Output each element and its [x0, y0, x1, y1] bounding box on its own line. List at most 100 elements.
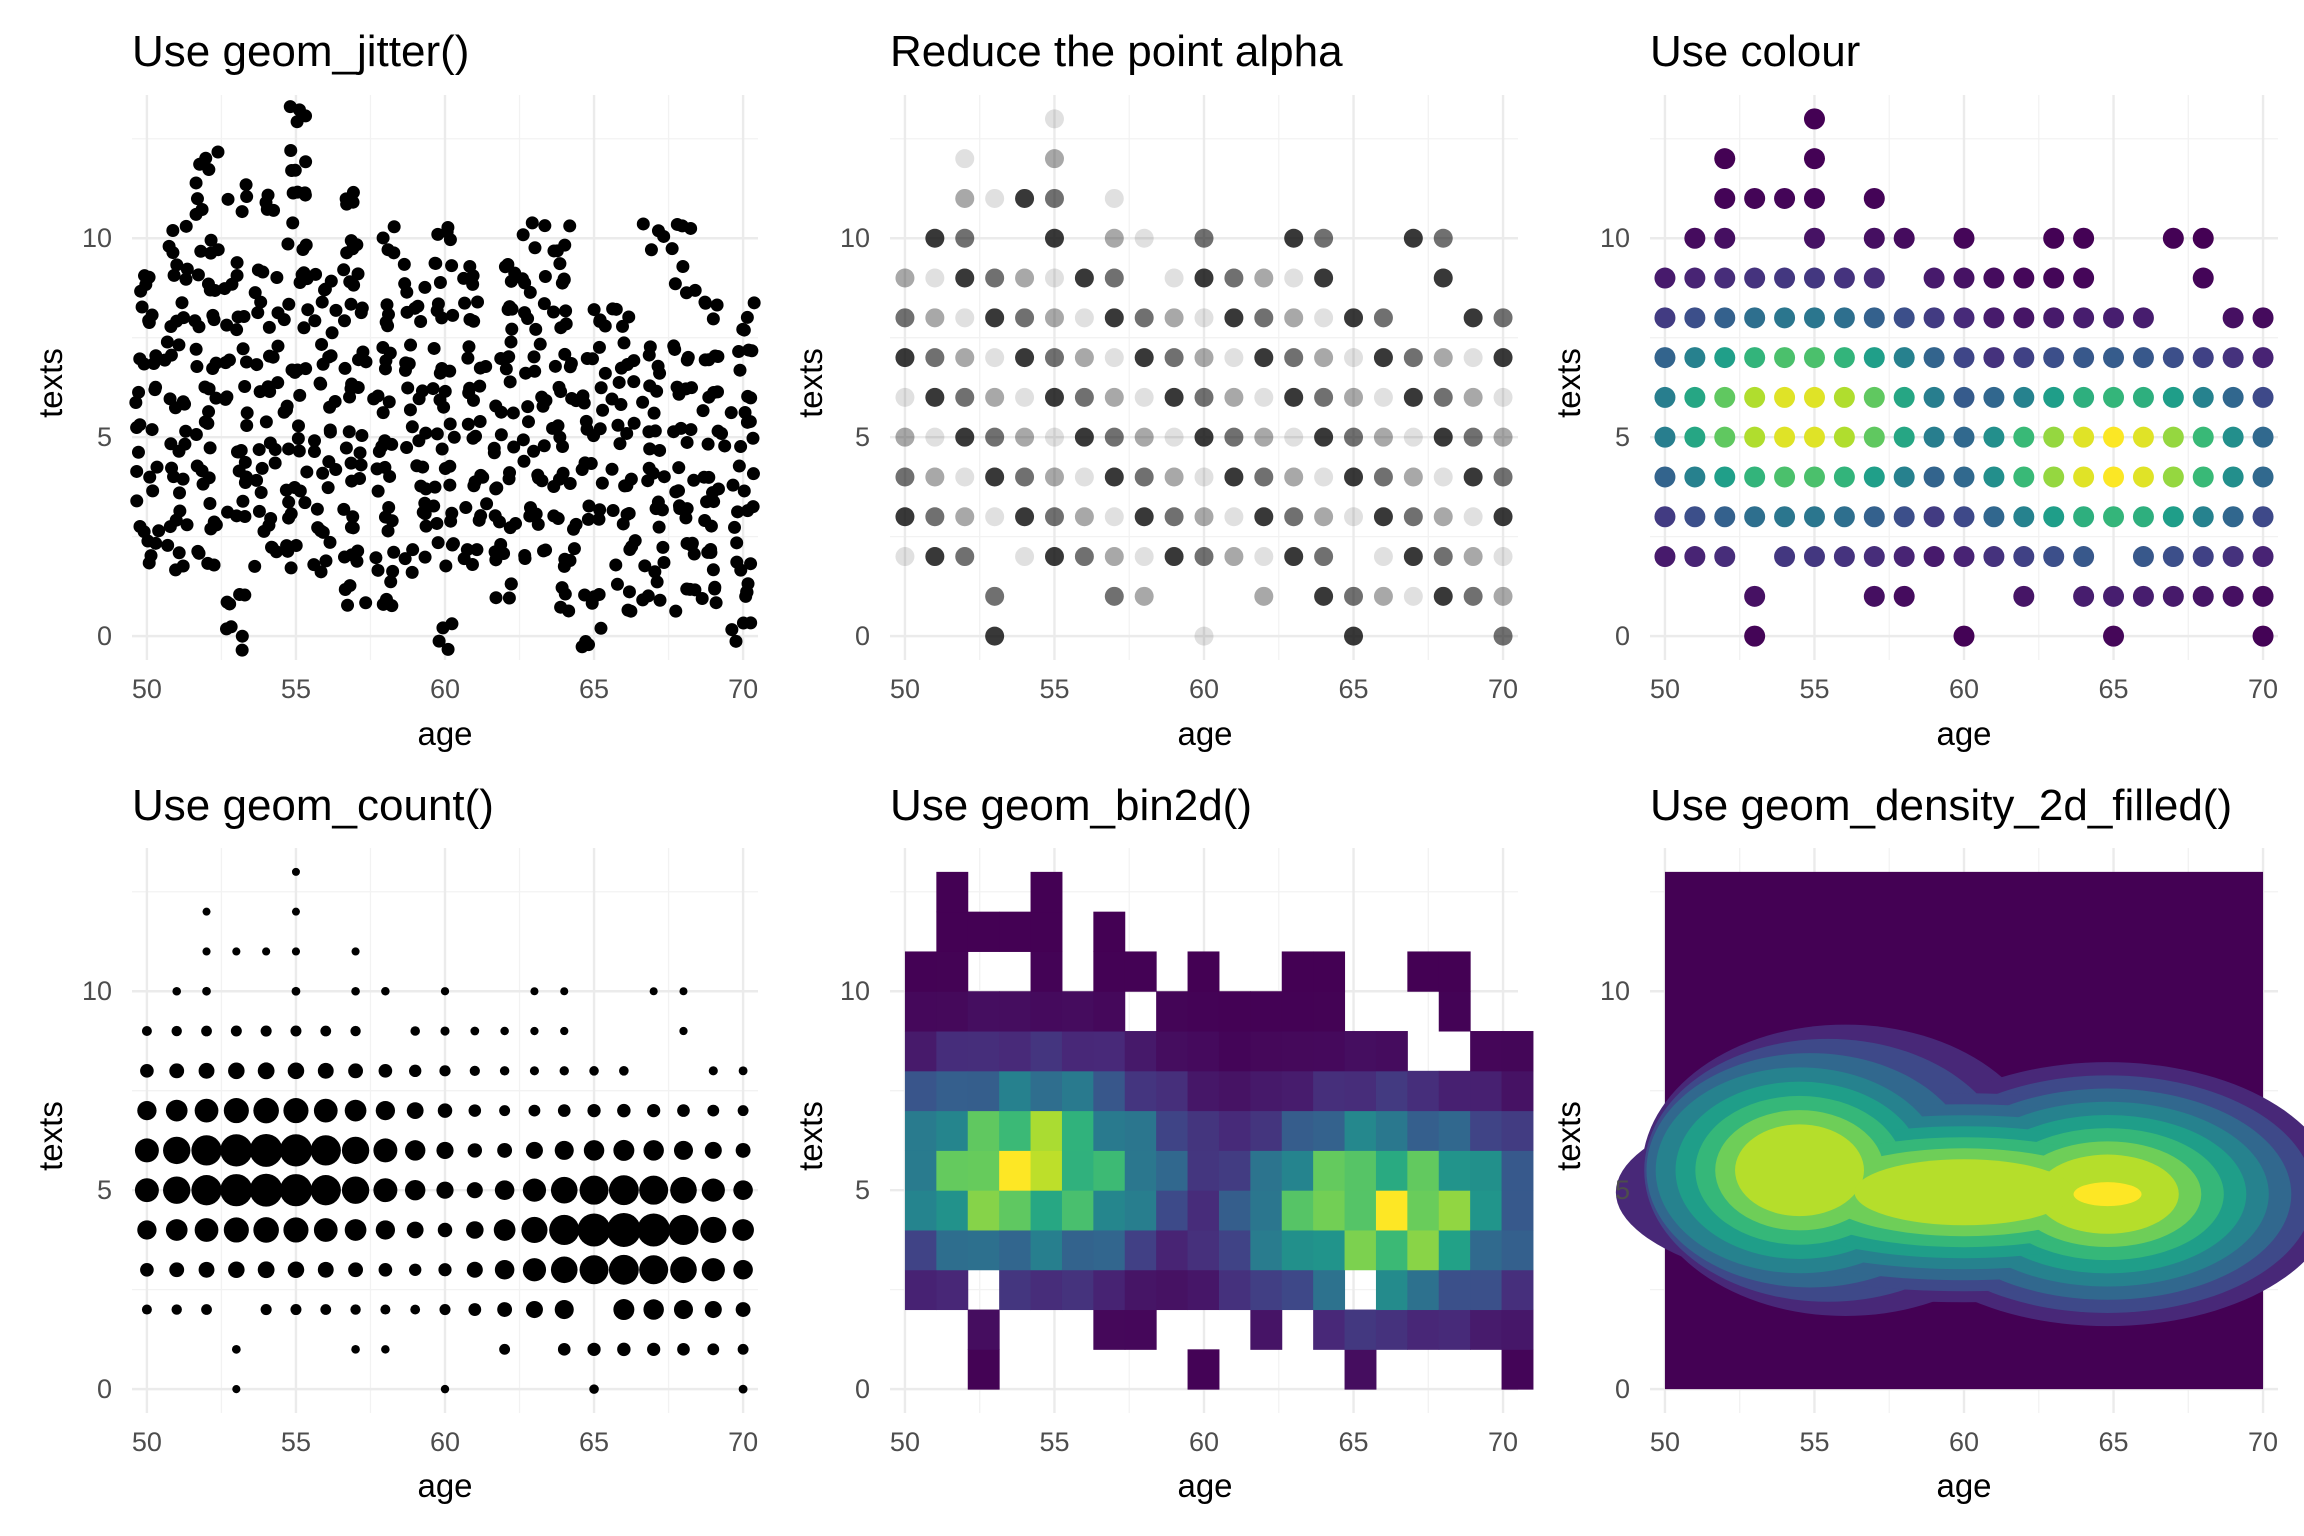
data-point — [252, 504, 266, 518]
data-point — [2222, 506, 2244, 528]
data-point — [353, 446, 367, 460]
data-point — [439, 559, 453, 573]
data-point — [700, 1216, 727, 1244]
y-tick-label: 0 — [97, 621, 112, 651]
data-point — [176, 395, 190, 409]
data-point — [223, 597, 237, 611]
x-tick-label: 55 — [1039, 674, 1069, 704]
data-point — [403, 403, 417, 417]
y-axis-label: texts — [792, 1101, 829, 1171]
data-point — [2043, 267, 2065, 289]
data-point — [317, 1062, 334, 1079]
data-point — [468, 1104, 482, 1117]
bin-cell — [904, 1070, 937, 1112]
density-band — [1735, 1124, 2179, 1234]
data-point — [1923, 506, 1945, 528]
data-point — [730, 536, 744, 550]
data-point — [733, 1259, 753, 1280]
data-point — [517, 454, 531, 468]
bin-cell — [1124, 1031, 1157, 1072]
bin-cell — [1187, 1070, 1220, 1112]
data-point — [1164, 507, 1184, 527]
bin-cell — [1030, 1269, 1063, 1311]
data-point — [589, 1066, 599, 1076]
bin-cell — [1470, 1110, 1503, 1151]
data-point — [1284, 268, 1304, 288]
bin-cell — [1407, 951, 1440, 992]
data-point — [378, 1064, 393, 1078]
data-point — [589, 1384, 599, 1394]
bin-cell — [1250, 1269, 1283, 1311]
data-point — [529, 1066, 539, 1076]
data-point — [1774, 187, 1796, 209]
data-point — [1164, 348, 1184, 368]
data-point — [1224, 268, 1244, 288]
data-point — [1493, 387, 1513, 407]
data-point — [1744, 347, 1766, 369]
data-point — [1373, 348, 1393, 368]
data-point — [611, 418, 625, 432]
bin-cell — [1061, 1269, 1094, 1311]
data-point — [1863, 585, 1885, 607]
tick-labels: 50 55 60 65 70 0 5 10 — [82, 976, 758, 1457]
data-point — [220, 390, 234, 404]
data-point — [297, 266, 311, 280]
data-point — [620, 426, 634, 440]
data-point — [180, 518, 194, 532]
data-point — [209, 391, 223, 405]
data-point — [137, 1220, 157, 1240]
data-point — [2103, 506, 2125, 528]
data-point — [230, 509, 244, 523]
data-point — [2073, 347, 2095, 369]
bin-cell — [1438, 1190, 1471, 1231]
data-point — [443, 459, 457, 473]
data-point — [2073, 227, 2095, 249]
bin-cell — [967, 991, 1000, 1032]
data-point — [1953, 466, 1975, 488]
data-point — [2132, 426, 2154, 448]
data-point — [586, 352, 600, 366]
data-point — [1284, 467, 1304, 487]
data-point — [419, 519, 433, 533]
data-point — [492, 515, 506, 529]
data-point — [695, 592, 709, 606]
data-point — [985, 507, 1005, 527]
data-point — [592, 587, 606, 601]
bin-cell — [1375, 1110, 1408, 1151]
data-point — [2013, 585, 2035, 607]
data-point — [311, 521, 325, 535]
data-point — [652, 520, 666, 534]
data-point — [283, 100, 297, 114]
data-point — [567, 542, 581, 556]
data-point — [585, 596, 599, 610]
data-point — [554, 1140, 574, 1160]
data-point — [653, 593, 667, 607]
data-point — [203, 496, 217, 510]
data-point — [647, 1103, 661, 1118]
bin-cell — [1124, 1150, 1157, 1191]
bin-cell — [1030, 871, 1063, 913]
data-point — [230, 268, 244, 282]
data-point — [2132, 386, 2154, 408]
bin-cell — [1187, 951, 1220, 992]
data-point — [471, 295, 485, 309]
data-point — [1983, 466, 2005, 488]
data-point — [553, 430, 567, 444]
data-point — [308, 314, 322, 328]
data-point — [436, 621, 450, 635]
data-point — [1074, 387, 1094, 407]
bin-cell — [1281, 1150, 1314, 1191]
bin-cell — [967, 1229, 1000, 1271]
data-point — [271, 339, 285, 353]
data-point — [680, 435, 694, 449]
data-point — [925, 268, 945, 288]
y-axis-label: texts — [1550, 348, 1587, 418]
data-point — [1714, 187, 1736, 209]
data-point — [285, 363, 299, 377]
data-point — [1104, 228, 1124, 248]
data-point — [341, 1136, 370, 1165]
data-point — [1164, 547, 1184, 567]
data-point — [667, 339, 681, 353]
data-point — [348, 1262, 363, 1278]
data-point — [1433, 467, 1453, 487]
